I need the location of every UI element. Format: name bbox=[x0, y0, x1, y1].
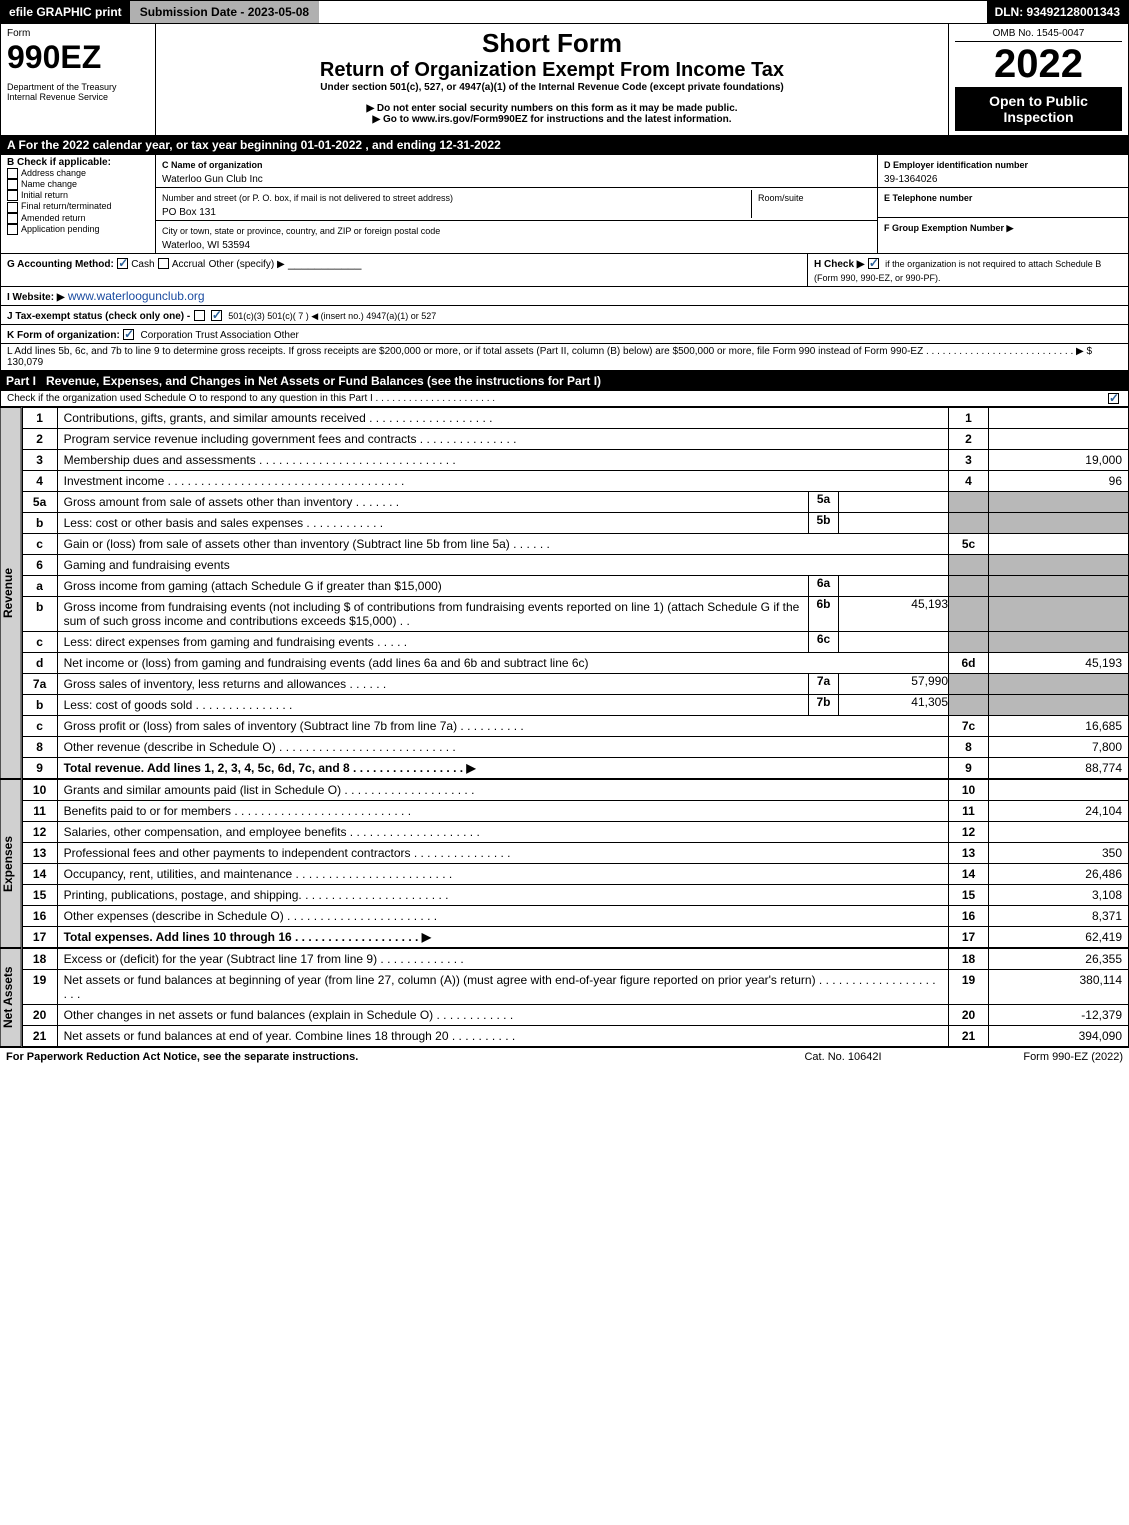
addr-label: Number and street (or P. O. box, if mail… bbox=[162, 193, 453, 203]
short-form-title: Short Form bbox=[162, 28, 942, 59]
d-label: D Employer identification number bbox=[884, 160, 1028, 170]
revenue-side-label: Revenue bbox=[0, 407, 22, 779]
chk-amended-return[interactable] bbox=[7, 213, 18, 224]
section-a: A For the 2022 calendar year, or tax yea… bbox=[0, 136, 1129, 155]
goto-link[interactable]: ▶ Go to www.irs.gov/Form990EZ for instru… bbox=[162, 114, 942, 125]
tax-year: 2022 bbox=[955, 42, 1122, 87]
page-footer: For Paperwork Reduction Act Notice, see … bbox=[0, 1047, 1129, 1066]
open-public: Open to Public Inspection bbox=[955, 87, 1122, 131]
chk-cash[interactable] bbox=[117, 258, 128, 269]
c-label: C Name of organization bbox=[162, 160, 263, 170]
part-i-header: Part I Revenue, Expenses, and Changes in… bbox=[0, 371, 1129, 391]
ein-value: 39-1364026 bbox=[884, 174, 937, 185]
revenue-table: 1Contributions, gifts, grants, and simil… bbox=[22, 407, 1129, 779]
chk-accrual[interactable] bbox=[158, 258, 169, 269]
ssn-warning: ▶ Do not enter social security numbers o… bbox=[162, 103, 942, 114]
dept-label: Department of the Treasury bbox=[7, 82, 149, 92]
top-bar: efile GRAPHIC print Submission Date - 20… bbox=[0, 0, 1129, 24]
form-word: Form bbox=[7, 28, 149, 39]
section-j: J Tax-exempt status (check only one) - 5… bbox=[0, 306, 1129, 325]
chk-corporation[interactable] bbox=[123, 329, 134, 340]
f-label: F Group Exemption Number ▶ bbox=[884, 223, 1013, 233]
chk-initial-return[interactable] bbox=[7, 190, 18, 201]
irs-label: Internal Revenue Service bbox=[7, 92, 149, 102]
chk-application-pending[interactable] bbox=[7, 224, 18, 235]
section-bcdef: B Check if applicable: Address change Na… bbox=[0, 155, 1129, 254]
website-link[interactable]: www.waterloogunclub.org bbox=[68, 289, 205, 303]
section-l: L Add lines 5b, 6c, and 7b to line 9 to … bbox=[0, 344, 1129, 371]
room-label: Room/suite bbox=[758, 193, 804, 203]
addr-value: PO Box 131 bbox=[162, 207, 216, 218]
form-number: 990EZ bbox=[7, 39, 149, 76]
city-label: City or town, state or province, country… bbox=[162, 226, 440, 236]
submission-date: Submission Date - 2023-05-08 bbox=[130, 1, 319, 23]
chk-501c3[interactable] bbox=[194, 310, 205, 321]
expenses-side-label: Expenses bbox=[0, 779, 22, 948]
chk-schedule-b[interactable] bbox=[868, 258, 879, 269]
chk-address-change[interactable] bbox=[7, 168, 18, 179]
netassets-table: 18Excess or (deficit) for the year (Subt… bbox=[22, 948, 1129, 1047]
org-name: Waterloo Gun Club Inc bbox=[162, 174, 263, 185]
efile-label[interactable]: efile GRAPHIC print bbox=[1, 1, 130, 23]
chk-501c[interactable] bbox=[211, 310, 222, 321]
part-i-check-o: Check if the organization used Schedule … bbox=[0, 391, 1129, 407]
section-gh: G Accounting Method: Cash Accrual Other … bbox=[0, 254, 1129, 287]
b-label: B Check if applicable: bbox=[7, 157, 149, 168]
chk-schedule-o[interactable] bbox=[1108, 393, 1119, 404]
form-ref: Form 990-EZ (2022) bbox=[943, 1051, 1123, 1063]
netassets-side-label: Net Assets bbox=[0, 948, 22, 1047]
chk-name-change[interactable] bbox=[7, 179, 18, 190]
form-header: Form 990EZ Department of the Treasury In… bbox=[0, 24, 1129, 136]
h-label: H Check ▶ bbox=[814, 259, 864, 270]
section-i: I Website: ▶ www.waterloogunclub.org bbox=[0, 287, 1129, 306]
return-title: Return of Organization Exempt From Incom… bbox=[162, 59, 942, 82]
expenses-table: 10Grants and similar amounts paid (list … bbox=[22, 779, 1129, 948]
omb-number: OMB No. 1545-0047 bbox=[955, 28, 1122, 42]
under-section: Under section 501(c), 527, or 4947(a)(1)… bbox=[162, 82, 942, 93]
section-k: K Form of organization: Corporation Trus… bbox=[0, 325, 1129, 344]
dln-label: DLN: 93492128001343 bbox=[987, 1, 1128, 23]
g-label: G Accounting Method: bbox=[7, 259, 114, 270]
chk-final-return[interactable] bbox=[7, 202, 18, 213]
cat-no: Cat. No. 10642I bbox=[743, 1051, 943, 1063]
e-label: E Telephone number bbox=[884, 193, 972, 203]
city-value: Waterloo, WI 53594 bbox=[162, 240, 250, 251]
pra-notice: For Paperwork Reduction Act Notice, see … bbox=[6, 1051, 743, 1063]
